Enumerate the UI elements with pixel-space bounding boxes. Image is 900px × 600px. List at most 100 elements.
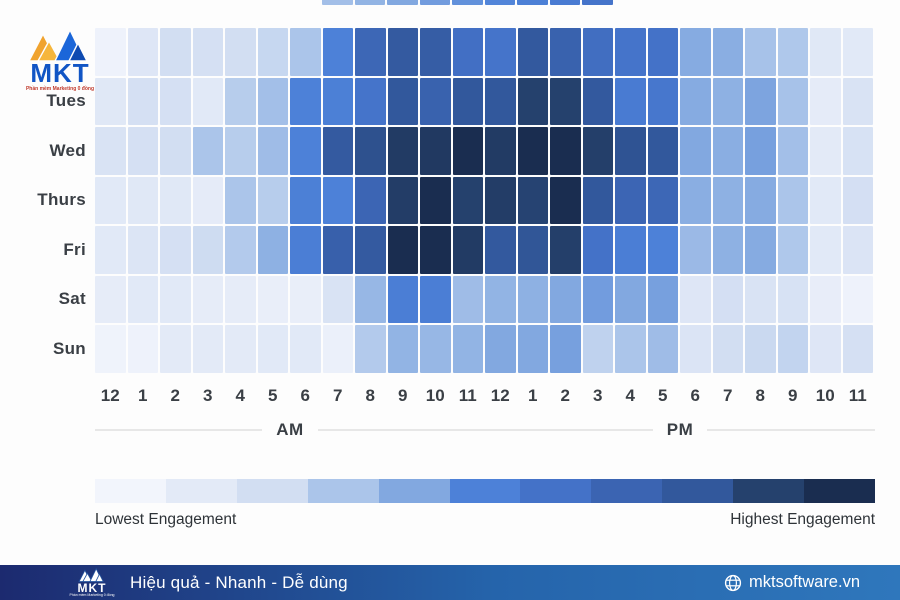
heatmap-cell — [615, 28, 646, 76]
legend-labels: Lowest Engagement Highest Engagement — [95, 511, 875, 529]
heatmap-cell — [420, 325, 451, 373]
heatmap-cell — [452, 275, 483, 323]
legend-step — [520, 479, 592, 503]
meridiem-axis: AM PM — [95, 419, 875, 441]
heatmap-cell — [322, 325, 353, 373]
heatmap-cell — [355, 325, 386, 373]
heatmap-cell — [712, 325, 743, 373]
heatmap-cell — [452, 77, 483, 125]
heatmap-cell — [550, 226, 581, 274]
heatmap-cell — [712, 176, 743, 224]
heatmap-cell — [777, 226, 808, 274]
heatmap-cell — [712, 77, 743, 125]
heatmap-cell — [225, 226, 256, 274]
heatmap-cell — [290, 275, 321, 323]
heatmap-cell — [582, 226, 613, 274]
heatmap-cell — [160, 77, 191, 125]
heatmap-cell — [582, 275, 613, 323]
legend-step — [95, 479, 166, 503]
heatmap-cell — [485, 28, 516, 76]
pm-label: PM — [666, 420, 694, 439]
legend-step — [733, 479, 805, 503]
heatmap-cell — [355, 28, 386, 76]
heatmap-partial-cell — [387, 0, 418, 5]
heatmap-cell — [127, 28, 158, 76]
heatmap-cell — [290, 226, 321, 274]
heatmap-cell — [647, 176, 678, 224]
mkt-footer-logo-tagline: Phần mềm Marketing 0 đồng — [69, 593, 115, 598]
hour-label: 5 — [268, 386, 278, 405]
heatmap-cell — [355, 275, 386, 323]
heatmap-cell — [452, 226, 483, 274]
heatmap-cell — [777, 77, 808, 125]
heatmap-cell — [680, 127, 711, 175]
heatmap-cell — [192, 77, 223, 125]
mkt-footer-logo: MKT Phần mềm Marketing 0 đồng — [68, 567, 116, 598]
heatmap-cell — [712, 127, 743, 175]
heatmap-cell — [842, 127, 873, 175]
heatmap-cell — [290, 127, 321, 175]
mkt-logo: MKT Phần mềm Marketing 0 đồng — [24, 26, 96, 92]
hour-label: 6 — [300, 386, 310, 405]
legend-min-label: Lowest Engagement — [95, 511, 237, 528]
heatmap-cell — [160, 28, 191, 76]
legend-step — [307, 479, 379, 503]
heatmap-cell — [225, 127, 256, 175]
heatmap-partial-cell — [452, 0, 483, 5]
heatmap-cell — [810, 28, 841, 76]
heatmap-cell — [95, 127, 126, 175]
heatmap-cell — [485, 226, 516, 274]
hour-axis: 12 1 2 3 4 5 6 7 8 9 10 11 12 1 2 3 4 5 6 7 8 9 10 11 — [95, 386, 873, 406]
hour-label: 1 — [528, 386, 538, 405]
hour-label: 10 — [425, 386, 445, 405]
hour-label: 8 — [365, 386, 375, 405]
heatmap-cell — [192, 275, 223, 323]
heatmap-cell — [680, 325, 711, 373]
day-label: Fri — [63, 239, 86, 259]
hour-label: 11 — [458, 386, 477, 405]
hour-label: 3 — [203, 386, 213, 405]
heatmap-cell — [387, 77, 418, 125]
heatmap-cell — [810, 275, 841, 323]
heatmap-cell — [582, 127, 613, 175]
heatmap-cell — [810, 176, 841, 224]
day-label: Sat — [58, 289, 86, 309]
heatmap-cell — [485, 77, 516, 125]
legend-step — [165, 479, 237, 503]
hour-label: 4 — [625, 386, 635, 405]
footer-website-link[interactable]: mktsoftware.vn — [749, 573, 860, 591]
heatmap-cell — [225, 275, 256, 323]
heatmap-cell — [615, 226, 646, 274]
heatmap-cell — [95, 77, 126, 125]
heatmap-cell — [777, 28, 808, 76]
heatmap-cell — [777, 275, 808, 323]
heatmap-cell — [842, 176, 873, 224]
day-label: Tues — [46, 91, 86, 111]
heatmap-cell — [745, 127, 776, 175]
heatmap-cell — [387, 28, 418, 76]
heatmap-cell — [777, 127, 808, 175]
hour-label: 6 — [690, 386, 700, 405]
day-label: Wed — [49, 140, 86, 160]
heatmap-cell — [745, 325, 776, 373]
hour-label: 1 — [138, 386, 148, 405]
heatmap-cell — [355, 127, 386, 175]
heatmap-cell — [647, 127, 678, 175]
heatmap-cell — [127, 325, 158, 373]
am-divider-line-left — [95, 429, 263, 431]
heatmap-cell — [95, 226, 126, 274]
heatmap-cell — [842, 77, 873, 125]
heatmap-cell — [322, 127, 353, 175]
heatmap-cell — [420, 275, 451, 323]
heatmap-cell — [192, 176, 223, 224]
heatmap-cell — [225, 77, 256, 125]
heatmap-cell — [452, 325, 483, 373]
heatmap-cell — [95, 275, 126, 323]
heatmap-cell — [680, 77, 711, 125]
heatmap-cell — [647, 77, 678, 125]
heatmap-cell — [290, 325, 321, 373]
heatmap-cell — [127, 275, 158, 323]
legend-step — [449, 479, 521, 503]
heatmap-partial-cell — [582, 0, 613, 5]
heatmap-cell — [680, 226, 711, 274]
